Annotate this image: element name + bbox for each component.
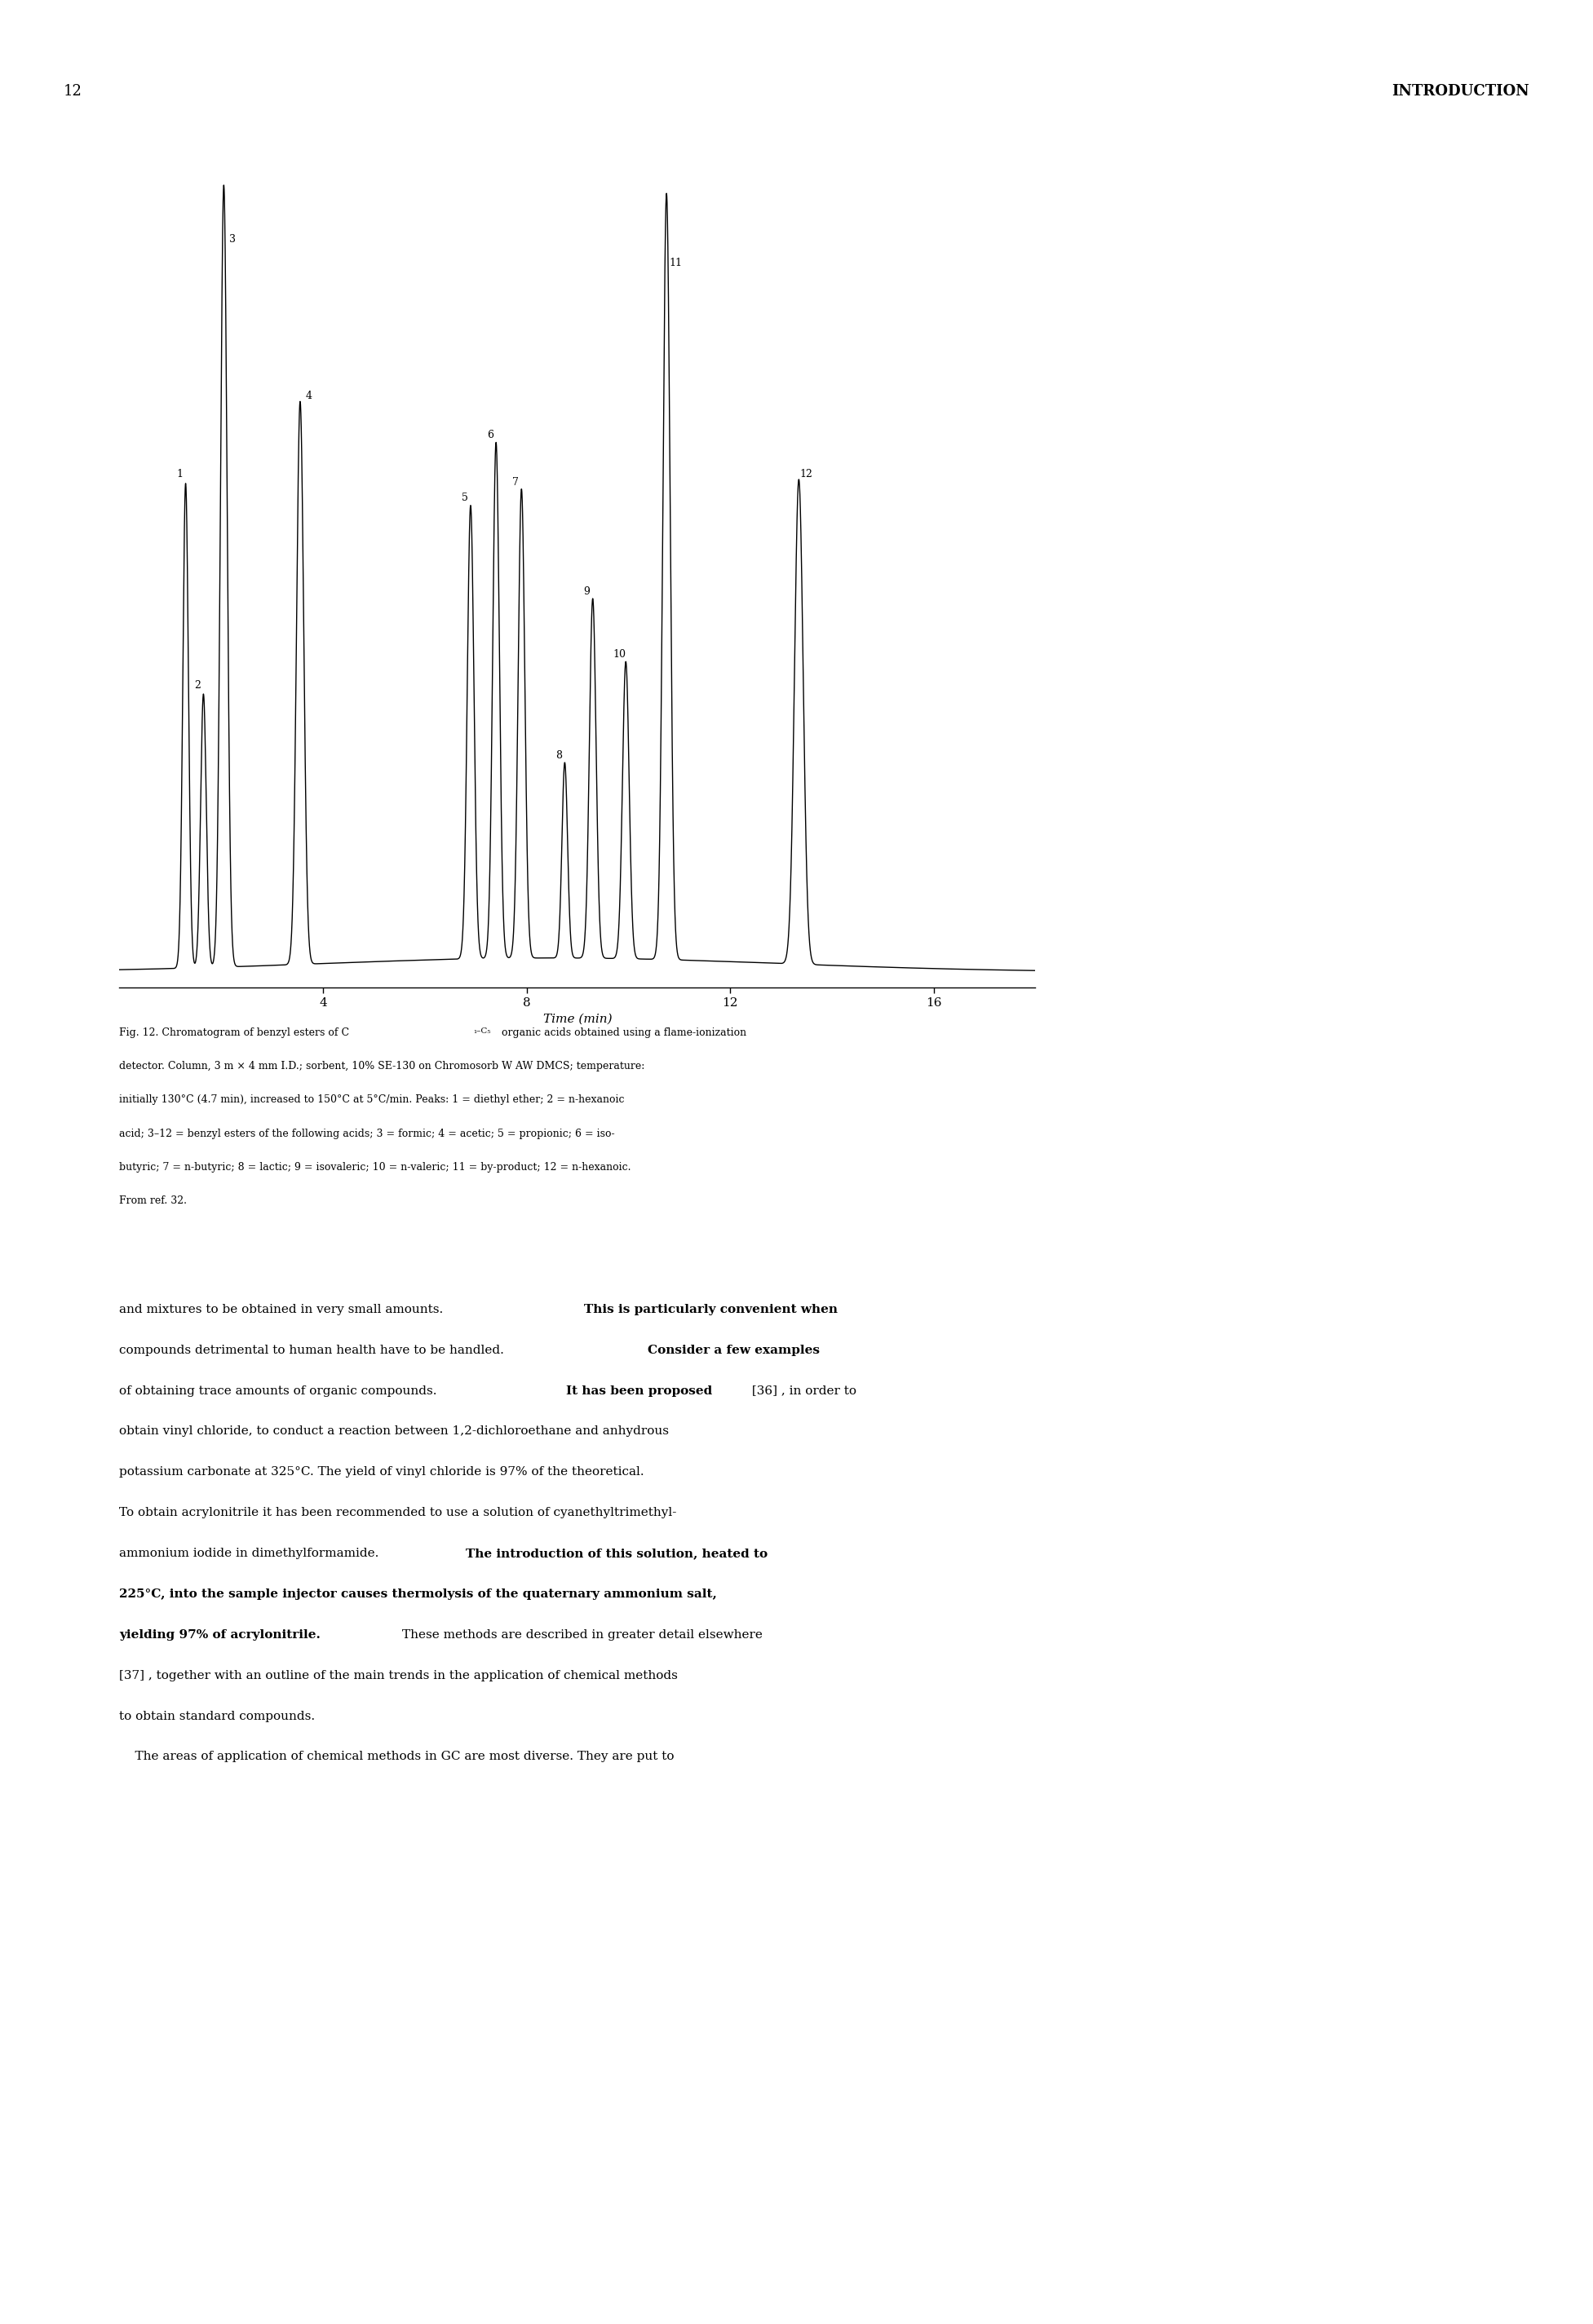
Text: of obtaining trace amounts of organic compounds.: of obtaining trace amounts of organic co… (119, 1385, 441, 1397)
Text: 225°C, into the sample injector causes thermolysis of the quaternary ammonium sa: 225°C, into the sample injector causes t… (119, 1590, 717, 1599)
Text: It has been proposed: It has been proposed (566, 1385, 712, 1397)
Text: potassium carbonate at 325°C. The yield of vinyl chloride is 97% of the theoreti: potassium carbonate at 325°C. The yield … (119, 1466, 645, 1478)
Text: 4: 4 (306, 390, 312, 402)
Text: 11: 11 (669, 258, 682, 267)
Text: These methods are described in greater detail elsewhere: These methods are described in greater d… (401, 1629, 763, 1641)
Text: butyric; 7 = n-butyric; 8 = lactic; 9 = isovaleric; 10 = n-valeric; 11 = by-prod: butyric; 7 = n-butyric; 8 = lactic; 9 = … (119, 1162, 631, 1174)
Text: 8: 8 (556, 751, 562, 760)
Text: 6: 6 (487, 430, 494, 439)
Text: yielding 97% of acrylonitrile.: yielding 97% of acrylonitrile. (119, 1629, 325, 1641)
Text: 12: 12 (800, 469, 812, 479)
Text: 9: 9 (583, 586, 589, 597)
Text: Fig. 12. Chromatogram of benzyl esters of C: Fig. 12. Chromatogram of benzyl esters o… (119, 1027, 349, 1039)
Text: 7: 7 (513, 476, 519, 488)
Text: [36] , in order to: [36] , in order to (749, 1385, 857, 1397)
Text: obtain vinyl chloride, to conduct a reaction between 1,2-dichloroethane and anhy: obtain vinyl chloride, to conduct a reac… (119, 1425, 669, 1436)
Text: to obtain standard compounds.: to obtain standard compounds. (119, 1710, 315, 1722)
Text: 1: 1 (177, 469, 183, 479)
Text: This is particularly convenient when: This is particularly convenient when (585, 1304, 838, 1315)
Text: 5: 5 (462, 493, 468, 502)
Text: From ref. 32.: From ref. 32. (119, 1195, 186, 1206)
Text: compounds detrimental to human health have to be handled.: compounds detrimental to human health ha… (119, 1343, 508, 1355)
X-axis label: Time (min): Time (min) (543, 1013, 612, 1025)
Text: initially 130°C (4.7 min), increased to 150°C at 5°C/min. Peaks: 1 = diethyl eth: initially 130°C (4.7 min), increased to … (119, 1095, 624, 1106)
Text: organic acids obtained using a flame-ionization: organic acids obtained using a flame-ion… (499, 1027, 747, 1039)
Text: The introduction of this solution, heated to: The introduction of this solution, heate… (465, 1548, 768, 1559)
Text: acid; 3–12 = benzyl esters of the following acids; 3 = formic; 4 = acetic; 5 = p: acid; 3–12 = benzyl esters of the follow… (119, 1127, 615, 1139)
Text: The areas of application of chemical methods in GC are most diverse. They are pu: The areas of application of chemical met… (119, 1752, 674, 1762)
Text: 12: 12 (64, 84, 83, 98)
Text: 10: 10 (613, 648, 626, 660)
Text: and mixtures to be obtained in very small amounts.: and mixtures to be obtained in very smal… (119, 1304, 448, 1315)
Text: [37] , together with an outline of the main trends in the application of chemica: [37] , together with an outline of the m… (119, 1669, 679, 1680)
Text: INTRODUCTION: INTRODUCTION (1392, 84, 1529, 98)
Text: detector. Column, 3 m × 4 mm I.D.; sorbent, 10% SE-130 on Chromosorb W AW DMCS; : detector. Column, 3 m × 4 mm I.D.; sorbe… (119, 1060, 645, 1071)
Text: ₁–C₅: ₁–C₅ (473, 1027, 491, 1034)
Text: ammonium iodide in dimethylformamide.: ammonium iodide in dimethylformamide. (119, 1548, 384, 1559)
Text: 3: 3 (229, 235, 236, 244)
Text: Consider a few examples: Consider a few examples (648, 1343, 820, 1355)
Text: To obtain acrylonitrile it has been recommended to use a solution of cyanethyltr: To obtain acrylonitrile it has been reco… (119, 1508, 677, 1518)
Text: 2: 2 (194, 681, 201, 690)
